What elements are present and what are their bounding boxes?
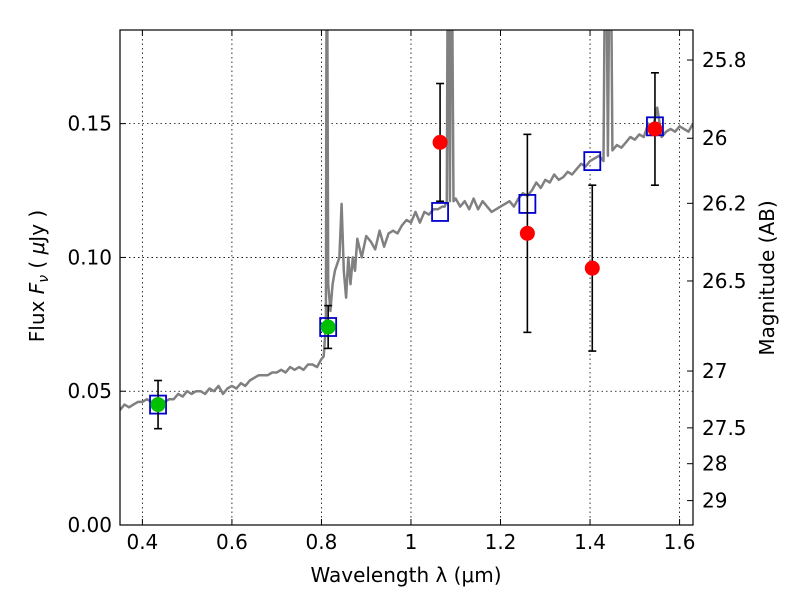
y-label-var: F bbox=[25, 282, 49, 294]
model-band-square bbox=[431, 202, 449, 222]
x-tick-label: 0.4 bbox=[126, 530, 158, 554]
observed-point bbox=[584, 260, 600, 276]
observed-point bbox=[519, 225, 535, 241]
x-axis-ticks: 0.4 0.6 0.8 1 1.2 1.4 1.6 bbox=[126, 30, 695, 554]
y2-tick-label: 29 bbox=[702, 489, 727, 513]
model-band-points bbox=[149, 116, 664, 415]
y2-tick-label: 26 bbox=[702, 126, 727, 150]
grid bbox=[120, 30, 693, 525]
y-label-mid: ( bbox=[25, 254, 49, 275]
y-label-mu: μ bbox=[25, 242, 49, 256]
y2-tick-label: 27.5 bbox=[702, 416, 747, 440]
spectrum-line bbox=[120, 30, 693, 411]
y2-axis-label: Magnitude (AB) bbox=[755, 200, 779, 355]
x-tick-label: 1 bbox=[405, 530, 418, 554]
y2-tick-label: 26.5 bbox=[702, 269, 747, 293]
x-tick-label: 1.4 bbox=[574, 530, 606, 554]
x-tick-label: 1.2 bbox=[485, 530, 517, 554]
y2-axis-ticks: 25.8 26 26.2 26.5 27 27.5 28 29 bbox=[687, 48, 747, 513]
y2-tick-label: 27 bbox=[702, 359, 727, 383]
observed-point bbox=[432, 134, 448, 150]
x-axis-label: Wavelength λ (μm) bbox=[310, 563, 501, 587]
y2-tick-label: 28 bbox=[702, 452, 727, 476]
observed-points bbox=[150, 121, 663, 413]
y-tick-label: 0.10 bbox=[67, 245, 112, 269]
error-bars bbox=[154, 72, 659, 430]
y-label-sub: ν bbox=[36, 275, 52, 283]
observed-point bbox=[150, 397, 166, 413]
observed-point bbox=[320, 319, 336, 335]
y2-tick-label: 26.2 bbox=[702, 191, 747, 215]
y-label-prefix: Flux bbox=[25, 294, 49, 342]
y-tick-label: 0.15 bbox=[67, 112, 112, 136]
y-axis-label: Flux Fν ( μJy ) bbox=[25, 210, 52, 342]
y-tick-label: 0.00 bbox=[67, 513, 112, 537]
y-axis-ticks: 0.00 0.05 0.10 0.15 bbox=[67, 112, 126, 537]
y-tick-label: 0.05 bbox=[67, 379, 112, 403]
plot-frame bbox=[119, 29, 694, 526]
model-spectrum bbox=[120, 30, 693, 411]
x-tick-label: 0.6 bbox=[216, 530, 248, 554]
observed-point bbox=[647, 121, 663, 137]
y-label-unit: Jy ) bbox=[25, 210, 49, 244]
x-tick-label: 0.8 bbox=[306, 530, 338, 554]
x-tick-label: 1.6 bbox=[664, 530, 696, 554]
model-band-square bbox=[583, 151, 602, 172]
y2-tick-label: 25.8 bbox=[702, 48, 747, 72]
